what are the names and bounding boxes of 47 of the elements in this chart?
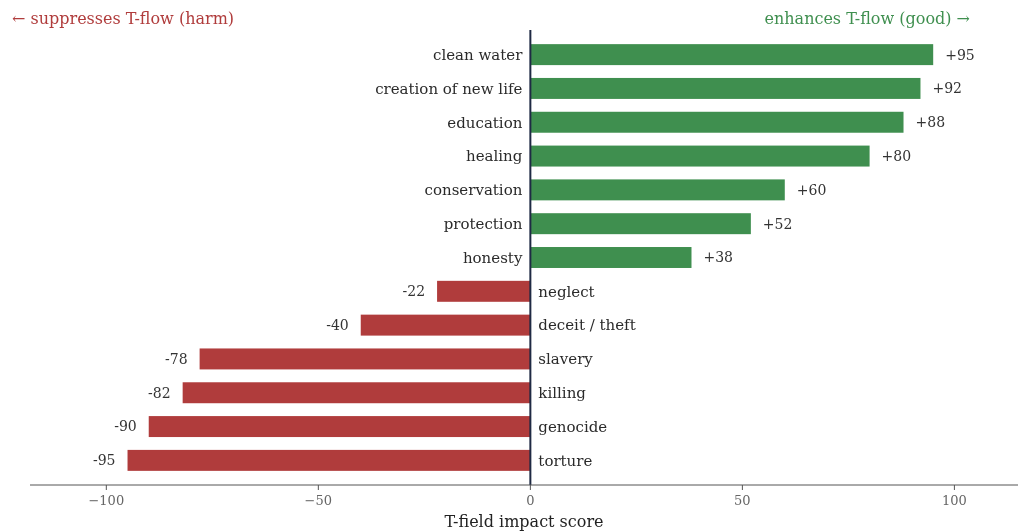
data-label: +38 (703, 249, 734, 266)
bar (530, 213, 751, 235)
data-label: -78 (165, 350, 188, 367)
data-label: +80 (881, 147, 912, 164)
bar (530, 44, 934, 66)
y-tick-label: neglect (538, 282, 595, 301)
y-tick-label: torture (538, 451, 593, 470)
bar (530, 77, 921, 99)
data-label: +60 (796, 181, 827, 198)
text: ← suppresses T-flow (harm) (12, 9, 235, 28)
x-tick-label: 50 (734, 493, 751, 508)
y-tick-label: education (447, 113, 523, 132)
y-tick-label: healing (466, 147, 523, 166)
bar (530, 145, 870, 167)
bar (199, 348, 531, 370)
x-tick-label: 0 (526, 493, 535, 508)
y-tick-label: genocide (538, 417, 608, 436)
data-label: -40 (326, 317, 349, 334)
bar (437, 280, 531, 302)
y-tick-label: honesty (462, 248, 523, 267)
y-tick-label: conservation (424, 181, 523, 200)
bar (182, 382, 531, 404)
data-label: -22 (402, 283, 426, 300)
x-tick-label: −50 (304, 493, 333, 508)
y-tick-label: deceit / theft (538, 316, 636, 335)
data-label: +92 (932, 80, 963, 97)
y-tick-label: protection (443, 214, 523, 233)
data-label: +95 (945, 46, 975, 63)
text: enhances T-flow (good) → (764, 9, 970, 28)
y-tick-label: slavery (538, 350, 594, 369)
bar (127, 449, 531, 471)
data-label: +88 (915, 114, 946, 131)
bar (530, 179, 785, 201)
data-label: -95 (92, 452, 116, 469)
y-tick-label: creation of new life (375, 79, 523, 98)
data-label: -90 (114, 418, 137, 435)
y-tick-label: clean water (433, 45, 524, 64)
bar (530, 111, 904, 133)
x-tick-label: 100 (941, 493, 967, 508)
data-label: -82 (148, 384, 171, 401)
x-axis-title: T-field impact score (444, 512, 604, 531)
y-tick-label: killing (538, 384, 587, 402)
bar (530, 247, 692, 268)
x-tick-label: −100 (88, 493, 125, 508)
bar (360, 314, 531, 336)
bar (148, 416, 531, 438)
data-label: +52 (762, 215, 793, 232)
